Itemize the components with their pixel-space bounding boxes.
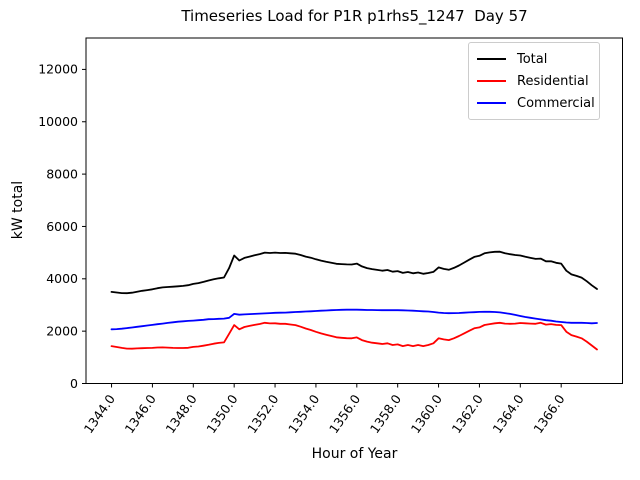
x-tick-label: 1354.0	[285, 392, 322, 436]
x-tick-label: 1358.0	[367, 392, 404, 436]
x-tick-label: 1356.0	[326, 392, 363, 436]
legend-label-residential: Residential	[517, 73, 589, 89]
x-tick-label: 1360.0	[408, 392, 445, 436]
y-axis-label: kW total	[10, 180, 26, 240]
commercial-line-swatch	[477, 102, 506, 104]
legend: Total Residential Commercial	[468, 42, 600, 120]
x-tick-label: 1350.0	[203, 392, 240, 436]
total-line-swatch	[477, 58, 506, 60]
legend-item-commercial: Commercial	[477, 92, 595, 114]
legend-item-total: Total	[477, 48, 591, 70]
y-tick-label: 8000	[46, 166, 78, 181]
series-line-commercial	[110, 308, 598, 331]
y-tick-label: 12000	[38, 62, 78, 77]
series-line-total	[110, 250, 598, 295]
x-tick-label: 1348.0	[162, 392, 199, 436]
y-tick-label: 10000	[38, 114, 78, 129]
x-tick-label: 1362.0	[449, 392, 486, 436]
y-tick-label: 2000	[46, 323, 78, 338]
residential-line-swatch	[477, 80, 506, 82]
y-tick-label: 0	[70, 376, 78, 391]
x-tick-label: 1344.0	[81, 392, 118, 436]
plot-frame	[85, 37, 623, 384]
x-axis-label: Hour of Year	[311, 446, 398, 462]
x-tick-label: 1364.0	[489, 392, 526, 436]
y-tick-label: 6000	[46, 219, 78, 234]
y-tick-label: 4000	[46, 271, 78, 286]
x-tick-label: 1366.0	[530, 392, 567, 436]
series-line-residential	[110, 321, 598, 351]
x-tick-label: 1346.0	[122, 392, 159, 436]
chart-title: Timeseries Load for P1R p1rhs5_1247 Day …	[181, 7, 528, 25]
x-tick-label: 1352.0	[244, 392, 281, 436]
legend-label-total: Total	[517, 51, 548, 67]
legend-item-residential: Residential	[477, 70, 591, 92]
legend-label-commercial: Commercial	[517, 95, 595, 111]
